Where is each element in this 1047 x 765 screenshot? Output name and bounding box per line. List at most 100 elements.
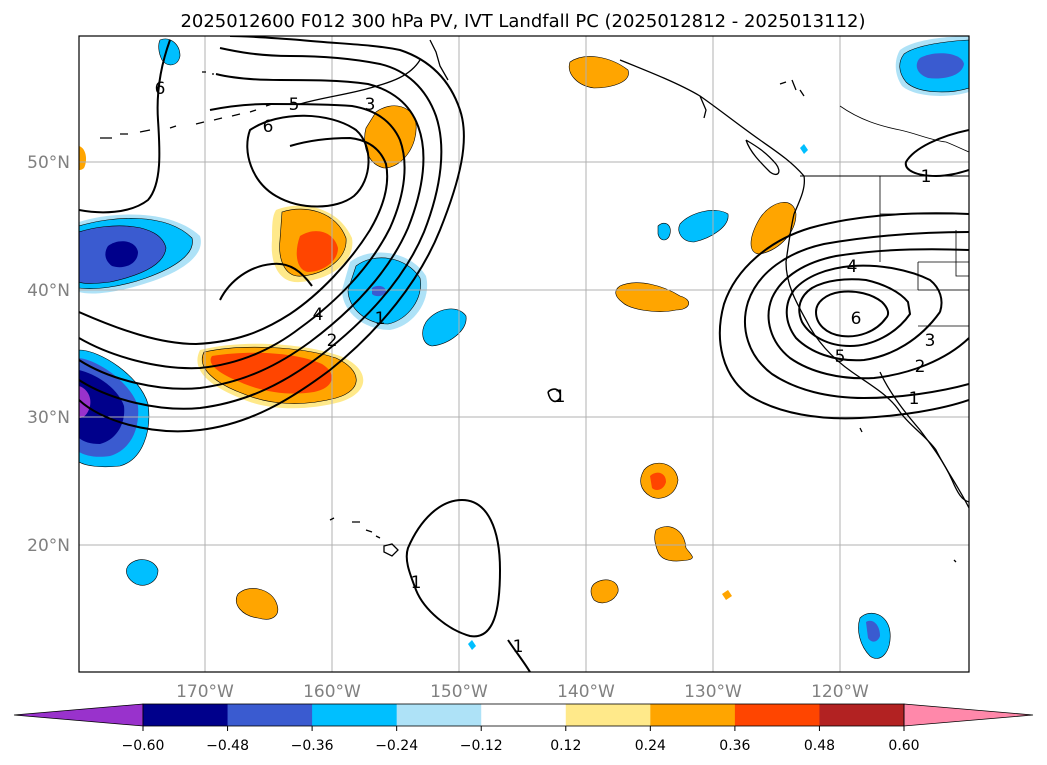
map-frame <box>78 35 970 673</box>
contour-label: 1 <box>555 387 566 407</box>
haida-gwaii <box>699 95 707 119</box>
colorbar-tick-label: −0.36 <box>291 738 334 754</box>
bc-coast <box>619 59 806 215</box>
colorbar-tick-label: 0.60 <box>888 738 919 754</box>
contour-label: 3 <box>925 331 936 351</box>
warm-patch-129w-dot <box>722 590 732 600</box>
contour-label: 4 <box>313 305 324 325</box>
contour-label: 1 <box>909 389 920 409</box>
contour-label: 2 <box>915 357 926 377</box>
contour-east-5 <box>798 278 912 348</box>
contour-label: 1 <box>513 637 524 657</box>
colorbar-frame <box>142 703 905 727</box>
contour-east-2 <box>744 231 969 400</box>
cold-patch-158w-dark <box>372 285 386 297</box>
lon-label: 170°W <box>176 682 234 702</box>
colorbar-ticks: −0.60 −0.48 −0.36 −0.24 −0.12 0.12 0.24 0.36 0.4… <box>122 726 920 754</box>
warm-patch-141w <box>590 579 619 604</box>
colorbar: −0.60 −0.48 −0.36 −0.24 −0.12 0.12 0.24 0.36 0.4… <box>13 703 1034 754</box>
lat-label: 30°N <box>27 408 70 428</box>
contour-west-6-north <box>79 39 171 214</box>
colorbar-bin <box>481 704 567 726</box>
contour-label: 6 <box>851 309 862 329</box>
contour-mid-small <box>547 388 562 403</box>
colorbar-tick-label: 0.24 <box>635 738 666 754</box>
small-island-dots <box>202 71 957 563</box>
latitude-labels: 50°N 40°N 30°N 20°N <box>27 153 70 556</box>
hawaii-islands <box>329 517 399 557</box>
contours <box>79 36 969 672</box>
warm-patch-133w-20n <box>654 526 693 562</box>
contour-west-2 <box>79 47 443 410</box>
lat-label: 50°N <box>27 153 70 173</box>
contour-east-4 <box>785 264 943 362</box>
longitude-labels: 170°W 160°W 150°W 140°W 130°W 120°W <box>176 682 869 702</box>
warm-patch-west-band-red <box>210 352 332 394</box>
contour-west-inner-6 <box>246 114 370 208</box>
contour-south <box>507 639 531 672</box>
cold-patch-west-30n-purple <box>79 386 91 418</box>
colorbar-tick-label: −0.24 <box>375 738 418 754</box>
lat-label: 40°N <box>27 281 70 301</box>
warm-patch-140w-north <box>568 56 629 89</box>
lon-label: 130°W <box>684 682 742 702</box>
contour-label: 6 <box>263 117 274 137</box>
contour-hawaii <box>405 498 502 638</box>
contour-label: 5 <box>289 95 300 115</box>
colorbar-bin <box>650 704 736 726</box>
contour-east-6 <box>814 290 890 338</box>
colorbar-bin <box>565 704 651 726</box>
contour-ne <box>904 129 969 178</box>
warm-patch-162w-red <box>296 231 338 272</box>
contour-west-3 <box>79 73 425 390</box>
colorbar-bin <box>396 704 482 726</box>
warm-patch-127w <box>750 202 797 255</box>
contour-west-lobe <box>219 262 313 301</box>
contour-west-4 <box>79 102 406 370</box>
contour-labels: 6 5 3 6 4 2 1 1 1 1 4 6 5 3 2 1 1 <box>155 79 936 657</box>
contour-label: 5 <box>835 347 846 367</box>
baja-coast <box>879 371 969 503</box>
cold-patch-134w-small <box>657 222 671 241</box>
cold-patch-west-30n-navy <box>79 370 125 444</box>
contour-west-5 <box>79 136 389 346</box>
alaska-coast <box>299 39 449 105</box>
cold-dot-150w-12n <box>468 640 476 650</box>
lon-label: 140°W <box>557 682 615 702</box>
warm-patch-134w-24n-red <box>650 472 666 490</box>
lon-label: 150°W <box>430 682 488 702</box>
contour-label: 4 <box>847 257 858 277</box>
contour-label: 1 <box>375 309 386 329</box>
vancouver-island <box>745 139 780 176</box>
colorbar-tick-label: 0.12 <box>550 738 581 754</box>
cold-patch-175w <box>126 559 159 586</box>
colorbar-bin <box>819 704 905 726</box>
colorbar-over-extend <box>903 703 1034 727</box>
cold-patch-west-43n-navy <box>105 241 138 268</box>
colorbar-tick-label: −0.60 <box>122 738 165 754</box>
colorbar-bin <box>227 704 313 726</box>
us-west-coast <box>785 213 969 509</box>
contour-east-3 <box>767 248 969 380</box>
warm-patch-west-edge-50n <box>79 146 87 170</box>
colorbar-tick-label: 0.48 <box>804 738 835 754</box>
cold-dot-122w-50n <box>800 144 808 154</box>
colorbar-tick-label: −0.12 <box>460 738 503 754</box>
figure-title: 2025012600 F012 300 hPa PV, IVT Landfall… <box>180 11 865 32</box>
colorbar-bin <box>734 704 820 726</box>
lon-label: 120°W <box>811 682 869 702</box>
contour-east-1 <box>718 212 969 420</box>
cold-patch-151w <box>422 308 467 347</box>
cold-patch-117w-mid <box>866 620 880 642</box>
colorbar-tick-label: 0.36 <box>719 738 750 754</box>
contour-label: 1 <box>411 573 422 593</box>
colorbar-bin <box>312 704 398 726</box>
warm-patch-165w <box>236 588 278 620</box>
lat-label: 20°N <box>27 536 70 556</box>
colorbar-tick-label: −0.48 <box>206 738 249 754</box>
state-borders <box>839 105 969 327</box>
contour-west-outer <box>79 36 465 433</box>
coastlines <box>100 39 969 563</box>
lon-label: 160°W <box>303 682 361 702</box>
